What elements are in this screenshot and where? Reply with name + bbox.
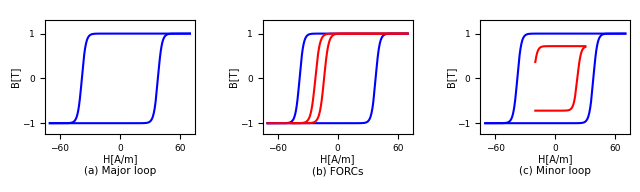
X-axis label: H[A/m]: H[A/m] — [102, 155, 137, 165]
Title: (a) Major loop: (a) Major loop — [84, 166, 156, 176]
Title: (b) FORCs: (b) FORCs — [312, 166, 364, 176]
X-axis label: H[A/m]: H[A/m] — [321, 155, 355, 165]
X-axis label: H[A/m]: H[A/m] — [538, 155, 573, 165]
Y-axis label: B[T]: B[T] — [446, 67, 456, 88]
Y-axis label: B[T]: B[T] — [228, 67, 238, 88]
Y-axis label: B[T]: B[T] — [10, 67, 20, 88]
Title: (c) Minor loop: (c) Minor loop — [520, 166, 591, 176]
